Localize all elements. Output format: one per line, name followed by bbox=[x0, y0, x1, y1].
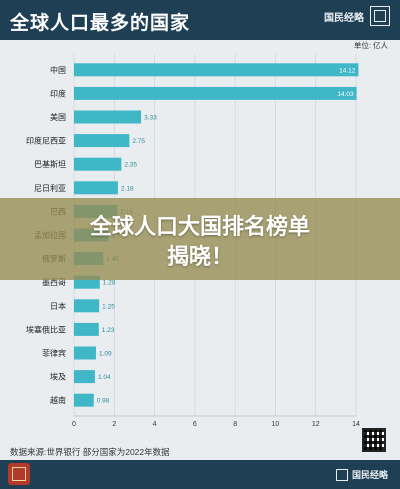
bar bbox=[74, 346, 96, 360]
x-tick-label: 4 bbox=[153, 421, 157, 428]
footer-brand-icon bbox=[335, 468, 348, 481]
value-label: 3.33 bbox=[144, 115, 157, 122]
brand-logo-icon bbox=[370, 6, 390, 26]
category-label: 菲律宾 bbox=[42, 348, 66, 358]
value-label: 1.25 bbox=[102, 303, 115, 310]
data-source: 数据来源:世界银行 部分国家为2022年数据 bbox=[10, 447, 170, 457]
footer-bar bbox=[0, 460, 400, 489]
bar bbox=[74, 134, 130, 148]
category-label: 越南 bbox=[50, 395, 66, 405]
value-label: 1.28 bbox=[103, 280, 116, 287]
value-label: 14.12 bbox=[339, 67, 356, 74]
footer-brand-name: 国民经略 bbox=[351, 470, 388, 480]
category-label: 印度尼西亚 bbox=[26, 136, 66, 146]
x-tick-label: 2 bbox=[112, 421, 116, 428]
category-label: 埃及 bbox=[50, 372, 66, 382]
chart-title: 全球人口最多的国家 bbox=[10, 13, 191, 34]
header-bar: 全球人口最多的国家 国民经略 bbox=[0, 0, 400, 40]
category-label: 日本 bbox=[50, 301, 66, 311]
x-tick-label: 14 bbox=[352, 421, 360, 428]
x-tick-label: 8 bbox=[233, 421, 237, 428]
bar bbox=[74, 322, 99, 336]
x-tick-label: 10 bbox=[272, 421, 280, 428]
value-label: 1.09 bbox=[99, 351, 112, 358]
value-label: 2.75 bbox=[132, 138, 145, 145]
bar bbox=[74, 63, 359, 77]
bar bbox=[74, 157, 122, 171]
unit-label: 单位: 亿人 bbox=[354, 40, 389, 50]
header-brand: 国民经略 bbox=[324, 6, 390, 26]
bar bbox=[74, 86, 357, 100]
x-tick-label: 0 bbox=[72, 421, 76, 428]
footer-logo-icon bbox=[8, 463, 30, 485]
qr-code-icon bbox=[362, 428, 386, 452]
value-label: 14.03 bbox=[337, 91, 354, 98]
x-tick-label: 6 bbox=[193, 421, 197, 428]
bar bbox=[74, 181, 118, 195]
x-axis-ticks: 0 2 4 6 8 10 12 14 bbox=[72, 415, 360, 428]
banner-text: 全球人口大国排名榜单 揭晓！ bbox=[0, 212, 400, 272]
category-label: 墨西哥 bbox=[42, 278, 66, 287]
category-label: 印度 bbox=[50, 88, 66, 98]
category-label: 埃塞俄比亚 bbox=[26, 324, 66, 334]
category-label: 尼日利亚 bbox=[34, 183, 66, 193]
value-label: 1.23 bbox=[102, 327, 115, 334]
category-label: 巴基斯坦 bbox=[34, 159, 66, 169]
value-label: 2.18 bbox=[121, 185, 134, 192]
banner-line-1: 全球人口大国排名榜单 bbox=[89, 214, 310, 239]
banner-overlay bbox=[0, 198, 400, 280]
bar bbox=[74, 110, 142, 124]
banner-line-2: 揭晓！ bbox=[166, 244, 233, 269]
category-label: 中国 bbox=[50, 65, 66, 75]
value-label: 0.98 bbox=[97, 398, 110, 405]
footer: 数据来源:世界银行 部分国家为2022年数据 国民经略 bbox=[0, 428, 400, 489]
bar bbox=[74, 299, 100, 313]
value-label: 2.35 bbox=[124, 162, 137, 169]
brand-name: 国民经略 bbox=[324, 12, 364, 24]
category-label: 美国 bbox=[50, 112, 66, 122]
bar bbox=[74, 370, 95, 384]
value-label: 1.04 bbox=[98, 374, 111, 381]
bar bbox=[74, 393, 94, 407]
x-tick-label: 12 bbox=[312, 421, 320, 428]
footer-brand: 国民经略 bbox=[335, 468, 388, 481]
